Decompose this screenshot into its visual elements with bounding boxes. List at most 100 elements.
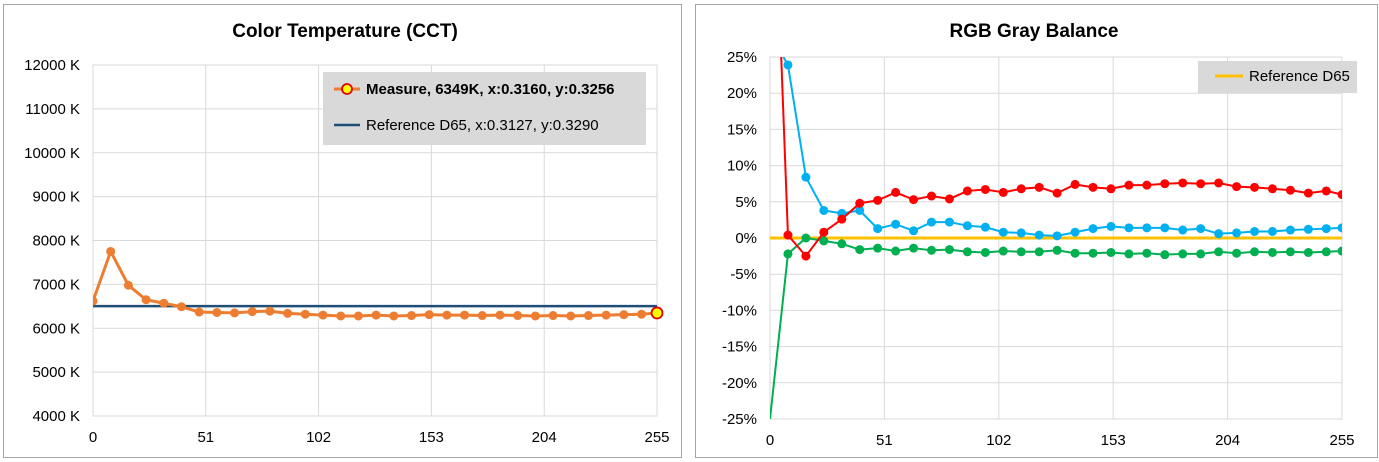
legend: Reference D65 — [1198, 61, 1357, 93]
red-series-point — [1160, 179, 1170, 189]
measure-point — [406, 311, 416, 321]
green-series-point — [1337, 246, 1342, 256]
blue-series-point — [1232, 228, 1242, 238]
measure-point — [283, 308, 293, 318]
green-series-point — [783, 249, 793, 259]
green-series-point — [1303, 247, 1313, 257]
red-series-point — [855, 198, 865, 208]
y-tick-label: 10% — [727, 158, 757, 175]
blue-series-point — [927, 217, 937, 227]
green-series-point — [873, 243, 883, 253]
y-tick-label: 11000 K — [25, 101, 80, 118]
blue-series-point — [1321, 224, 1331, 234]
measure-point — [353, 311, 363, 321]
red-series-point — [801, 251, 811, 261]
measure-point — [230, 308, 240, 318]
green-series-point — [1142, 248, 1152, 258]
y-tick-label: 9000 K — [32, 189, 80, 206]
green-series-point — [980, 247, 990, 257]
red-series-point — [1052, 188, 1062, 198]
x-tick-label: 0 — [89, 429, 97, 446]
green-series-point — [1088, 248, 1098, 258]
y-tick-label: 8000 K — [32, 233, 80, 250]
y-tick-label: 10000 K — [24, 145, 80, 162]
green-series-point — [1124, 249, 1134, 259]
blue-series-point — [1124, 223, 1134, 233]
blue-series-point — [1106, 221, 1116, 231]
green-series-point — [1267, 247, 1277, 257]
blue-series-point — [1034, 230, 1044, 240]
red-series-point — [1142, 180, 1152, 190]
red-series-point — [1250, 182, 1260, 192]
green-series-point — [1232, 248, 1242, 258]
y-tick-label: 25% — [727, 49, 757, 66]
measure-point — [212, 307, 222, 317]
blue-series-point — [1016, 228, 1026, 238]
blue-series-point — [819, 205, 829, 215]
red-series-point — [1178, 178, 1188, 188]
series-group — [93, 246, 657, 321]
y-tick-label: -20% — [722, 375, 757, 392]
blue-series-point — [783, 60, 793, 70]
y-tick-label: 6000 K — [32, 320, 80, 337]
measure-point — [123, 280, 133, 290]
green-series-point — [944, 245, 954, 255]
green-series-point — [801, 233, 811, 243]
blue-series-point — [1142, 223, 1152, 233]
green-series-point — [819, 236, 829, 246]
legend: Measure, 6349K, x:0.3160, y:0.3256 Refere… — [323, 72, 646, 145]
green-series-point — [998, 246, 1008, 256]
measure-point — [583, 311, 593, 321]
red-series-point — [962, 186, 972, 196]
red-series-point — [873, 195, 883, 205]
red-series-point — [1303, 188, 1313, 198]
red-series-point — [1337, 190, 1342, 200]
y-tick-label: 5000 K — [32, 364, 80, 381]
cct-chart-panel: Color Temperature (CCT) 4000 K 5000 K 6000 … — [3, 4, 682, 458]
red-series-point — [944, 194, 954, 204]
x-tick-label: 51 — [876, 432, 893, 449]
legend-reference-label: Reference D65, x:0.3127, y:0.3290 — [366, 117, 599, 134]
blue-series-point — [1214, 229, 1224, 239]
blue-series-point — [873, 224, 883, 234]
red-series-point — [980, 184, 990, 194]
green-series-point — [1250, 247, 1260, 257]
green-series-point — [1196, 249, 1206, 259]
y-tick-label: -25% — [722, 411, 757, 428]
y-tick-label: 5% — [735, 194, 757, 211]
red-series-point — [1321, 186, 1331, 196]
measure-point — [548, 311, 558, 321]
green-series-point — [1214, 247, 1224, 257]
chart-title: Color Temperature (CCT) — [232, 21, 458, 42]
measure-point — [141, 295, 151, 305]
x-tick-label: 255 — [1329, 432, 1354, 449]
green-series-point — [1070, 248, 1080, 258]
y-tick-label: 20% — [727, 85, 757, 102]
x-tick-label: 102 — [986, 432, 1011, 449]
blue-series-point — [944, 217, 954, 227]
x-tick-label: 153 — [419, 429, 444, 446]
red-series-point — [1016, 184, 1026, 194]
series-group — [770, 57, 1342, 419]
blue-series-point — [1196, 224, 1206, 234]
green-series-point — [855, 245, 865, 255]
cct-chart: Color Temperature (CCT) 4000 K 5000 K 6000 … — [24, 21, 669, 446]
red-series-point — [909, 195, 919, 205]
measure-point — [619, 310, 629, 320]
blue-series-point — [1160, 223, 1170, 233]
green-series-point — [962, 247, 972, 257]
measure-point — [530, 311, 540, 321]
blue-series-point — [891, 219, 901, 229]
blue-series-point — [998, 227, 1008, 237]
green-series-point — [891, 246, 901, 256]
blue-series-point — [1303, 224, 1313, 234]
measure-point — [460, 310, 470, 320]
measure-point — [371, 310, 381, 320]
red-series-point — [927, 191, 937, 201]
y-tick-label: -15% — [722, 339, 757, 356]
x-tick-label: 204 — [1215, 432, 1240, 449]
red-series-point — [819, 227, 829, 237]
legend-measure-label: Measure, 6349K, x:0.3160, y:0.3256 — [366, 81, 615, 98]
measure-point — [601, 310, 611, 320]
red-series-point — [1070, 179, 1080, 189]
